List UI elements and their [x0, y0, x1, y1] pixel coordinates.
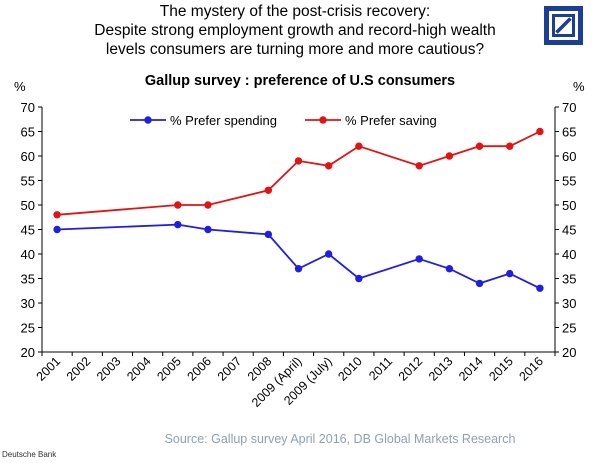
legend-marker [144, 116, 152, 124]
y-tick-label-left: 60 [21, 149, 35, 164]
deutsche-bank-logo [544, 6, 583, 45]
data-point [324, 162, 333, 170]
y-tick-label-left: 35 [21, 272, 35, 287]
y-tick-label-right: 30 [562, 296, 576, 311]
y-axis-label-right: % [573, 79, 585, 94]
x-tick-label: 2012 [396, 354, 426, 384]
x-tick-label: 2013 [426, 354, 456, 384]
x-tick-label: 2007 [215, 354, 245, 384]
footer-brand: Deutsche Bank [2, 450, 57, 459]
data-point [264, 186, 273, 194]
data-point [506, 269, 514, 278]
y-tick-label-left: 50 [21, 198, 35, 213]
x-tick-label: 2002 [64, 354, 94, 384]
data-point [415, 162, 423, 170]
data-point [475, 279, 484, 288]
x-tick-label: 2016 [516, 354, 546, 384]
data-point [204, 225, 212, 234]
y-tick-label-left: 45 [21, 223, 35, 238]
data-point [324, 250, 333, 258]
series-line-1 [57, 130, 541, 216]
y-tick-label-left: 25 [21, 321, 35, 336]
x-tick-label: 2014 [456, 354, 486, 384]
y-tick-label-left: 55 [21, 174, 35, 189]
headline-line-1: The mystery of the post-crisis recovery: [159, 3, 431, 20]
x-tick-label: 2003 [94, 354, 124, 384]
data-point [264, 230, 273, 239]
y-tick-label-right: 70 [562, 100, 576, 115]
x-tick-label: 2010 [335, 354, 365, 384]
chart-title: Gallup survey : preference of U.S consum… [145, 73, 455, 89]
y-tick-label-left: 65 [21, 125, 35, 140]
x-tick-label: 2006 [185, 354, 215, 384]
y-tick-label-right: 55 [562, 174, 576, 189]
x-tick-label: 2015 [486, 354, 516, 384]
data-point [445, 265, 454, 273]
y-tick-label-right: 25 [562, 321, 576, 336]
legend-label: % Prefer saving [345, 113, 437, 128]
series-layer [53, 127, 544, 292]
data-point [355, 142, 363, 150]
chart-headline: The mystery of the post-crisis recovery:… [30, 2, 560, 59]
y-tick-label-right: 40 [562, 247, 576, 262]
y-tick-label-right: 50 [562, 198, 576, 213]
series-line-0 [57, 223, 541, 290]
y-tick-label-right: 65 [562, 125, 576, 140]
y-tick-label-right: 20 [562, 345, 576, 360]
data-point [204, 201, 212, 209]
data-point [475, 142, 484, 150]
data-point [174, 201, 182, 209]
y-tick-label-right: 35 [562, 272, 576, 287]
y-tick-label-right: 45 [562, 223, 576, 238]
data-point [536, 127, 544, 136]
x-tick-label: 2005 [154, 354, 184, 384]
x-tick-label: 2004 [124, 354, 154, 384]
legend-label: % Prefer spending [170, 113, 277, 128]
data-point [174, 220, 182, 229]
y-tick-label-left: 70 [21, 100, 35, 115]
data-point [536, 284, 544, 292]
y-tick-label-left: 40 [21, 247, 35, 262]
x-tick-label: 2001 [34, 354, 64, 384]
y-tick-label-right: 60 [562, 149, 576, 164]
x-tick-label: 2011 [366, 354, 395, 383]
headline-line-2: Despite strong employment growth and rec… [94, 22, 496, 39]
y-tick-label-left: 20 [21, 345, 35, 360]
data-point [445, 152, 454, 160]
data-point [355, 274, 363, 283]
legend: % Prefer spending % Prefer saving [130, 113, 437, 128]
data-point [294, 157, 303, 165]
headline-line-3: levels consumers are turning more and mo… [105, 41, 485, 58]
y-tick-label-left: 30 [21, 296, 35, 311]
data-point [415, 255, 423, 263]
legend-marker [319, 116, 327, 124]
y-axis-label-left: % [14, 79, 26, 94]
data-point [53, 225, 61, 234]
data-point [294, 265, 303, 273]
data-point [506, 142, 514, 150]
source-note: Source: Gallup survey April 2016, DB Glo… [164, 432, 516, 446]
data-point [53, 211, 61, 219]
